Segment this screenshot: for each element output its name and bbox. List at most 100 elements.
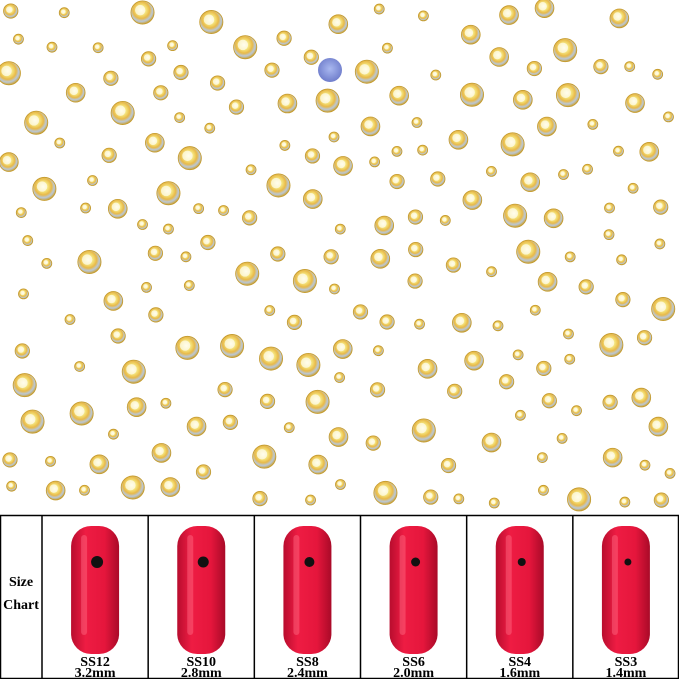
rhinestone-facet (106, 73, 113, 81)
rhinestone-facet (330, 133, 336, 139)
rhinestone-facet (416, 422, 427, 434)
rhinestone-sample (197, 556, 209, 568)
rhinestone-facet (606, 451, 616, 460)
size-diameter: 1.6mm (499, 666, 540, 679)
rhinestone-facet (491, 499, 496, 505)
rhinestone-facet (239, 266, 251, 277)
rhinestone-facet (455, 495, 461, 501)
size-code: SS12 (80, 655, 110, 670)
rhinestone-facet (541, 275, 550, 285)
rhinestone-facet (297, 273, 308, 284)
rhinestone-facet (532, 306, 537, 312)
rhinestone-facet (176, 114, 181, 119)
rhinestone-facet (17, 377, 28, 389)
rhinestone-facet (332, 430, 341, 440)
rhinestone-facet (43, 260, 49, 265)
nail (601, 526, 650, 654)
nail-shine (399, 535, 406, 635)
rhinestone-facet (286, 424, 291, 429)
rhinestone-facet (130, 401, 139, 410)
rhinestone-facet (540, 120, 550, 129)
rhinestone-facet (450, 386, 457, 394)
rhinestone-facet (56, 139, 62, 145)
rhinestone-facet (466, 193, 475, 203)
rhinestone-facet (621, 498, 627, 504)
rhinestone-facet (606, 204, 611, 210)
rhinestone-facet (419, 146, 424, 152)
rhinestone-facet (255, 493, 262, 501)
rhinestone-facet (426, 492, 433, 499)
rhinestone-facet (81, 254, 93, 265)
rhinestone-facet (605, 231, 611, 236)
rhinestone-facet (628, 96, 638, 106)
rhinestone-facet (410, 276, 417, 283)
rhinestone-facet (372, 385, 380, 392)
rhinestone-sample (304, 557, 315, 567)
rhinestone-sample (411, 557, 421, 567)
rhinestone-facet (125, 479, 136, 491)
rhinestone-facet (156, 88, 163, 95)
rhinestone-facet (263, 351, 274, 362)
rhinestone-facet (565, 330, 570, 336)
nail (389, 526, 438, 654)
rhinestone-facet (279, 33, 286, 41)
rhinestone-facet (538, 2, 547, 11)
rhinestone-facet (195, 205, 200, 210)
rhinestone-facet (111, 202, 121, 212)
rhinestone-facet (455, 316, 465, 326)
rhinestone-sample (517, 558, 526, 566)
nail-shine (81, 535, 88, 635)
rhinestone-facet (494, 322, 500, 328)
rhinestone-facet (336, 374, 341, 379)
rhinestone-facet (571, 491, 582, 503)
rhinestone-facet (641, 461, 647, 467)
chart-heading: Chart (3, 598, 39, 613)
rhinestone-facet (113, 331, 120, 338)
rhinestone-facet (410, 212, 418, 219)
rhinestone-facet (107, 294, 116, 304)
rhinestone-facet (488, 168, 493, 173)
rhinestone-facet (654, 71, 659, 76)
rhinestone-facet (520, 244, 532, 255)
rhinestone-facet (501, 377, 509, 384)
size-diameter: 2.4mm (287, 666, 328, 679)
rhinestone-facet (652, 420, 661, 429)
rhinestone-facet (547, 212, 556, 221)
rhinestone-facet (332, 18, 341, 27)
rhinestone-facet (281, 142, 287, 147)
rhinestone-facet (289, 317, 297, 325)
rhinestone-facet (337, 225, 342, 231)
rhinestone-facet (320, 93, 331, 104)
rhinestone-facet (326, 252, 333, 259)
size-code: SS4 (508, 655, 531, 670)
rhinestone-facet (203, 14, 215, 25)
rhinestone-facet (524, 176, 533, 185)
rhinestone-facet (143, 284, 148, 289)
rhinestone-facet (384, 44, 389, 50)
size-diameter: 3.2mm (75, 666, 116, 679)
rhinestone-facet (618, 256, 623, 262)
nail-shine (293, 535, 300, 635)
rhinestone-facet (539, 363, 546, 371)
rhinestone-facet (76, 363, 81, 368)
rhinestone-facet (162, 399, 168, 405)
rhinestone-facet (237, 39, 249, 51)
rhinestone-facet (262, 396, 270, 404)
rhinestone-facet (220, 207, 225, 212)
rhinestone-facet (179, 340, 191, 351)
rhinestone-blue (318, 58, 342, 82)
rhinestone-facet (507, 208, 519, 219)
rhinestone-facet (464, 28, 474, 38)
rhinestone-facet (69, 86, 79, 96)
rhinestone-facet (155, 446, 164, 456)
rhinestone-facet (6, 6, 13, 13)
rhinestone-facet (182, 150, 193, 162)
rhinestone-facet (164, 480, 173, 490)
nail (495, 526, 544, 654)
rhinestones (0, 0, 676, 512)
rhinestone-facet (212, 78, 220, 85)
rhinestone-facet (605, 397, 612, 405)
rhinestone-facet (198, 467, 206, 474)
rhinestone-facet (186, 282, 191, 287)
